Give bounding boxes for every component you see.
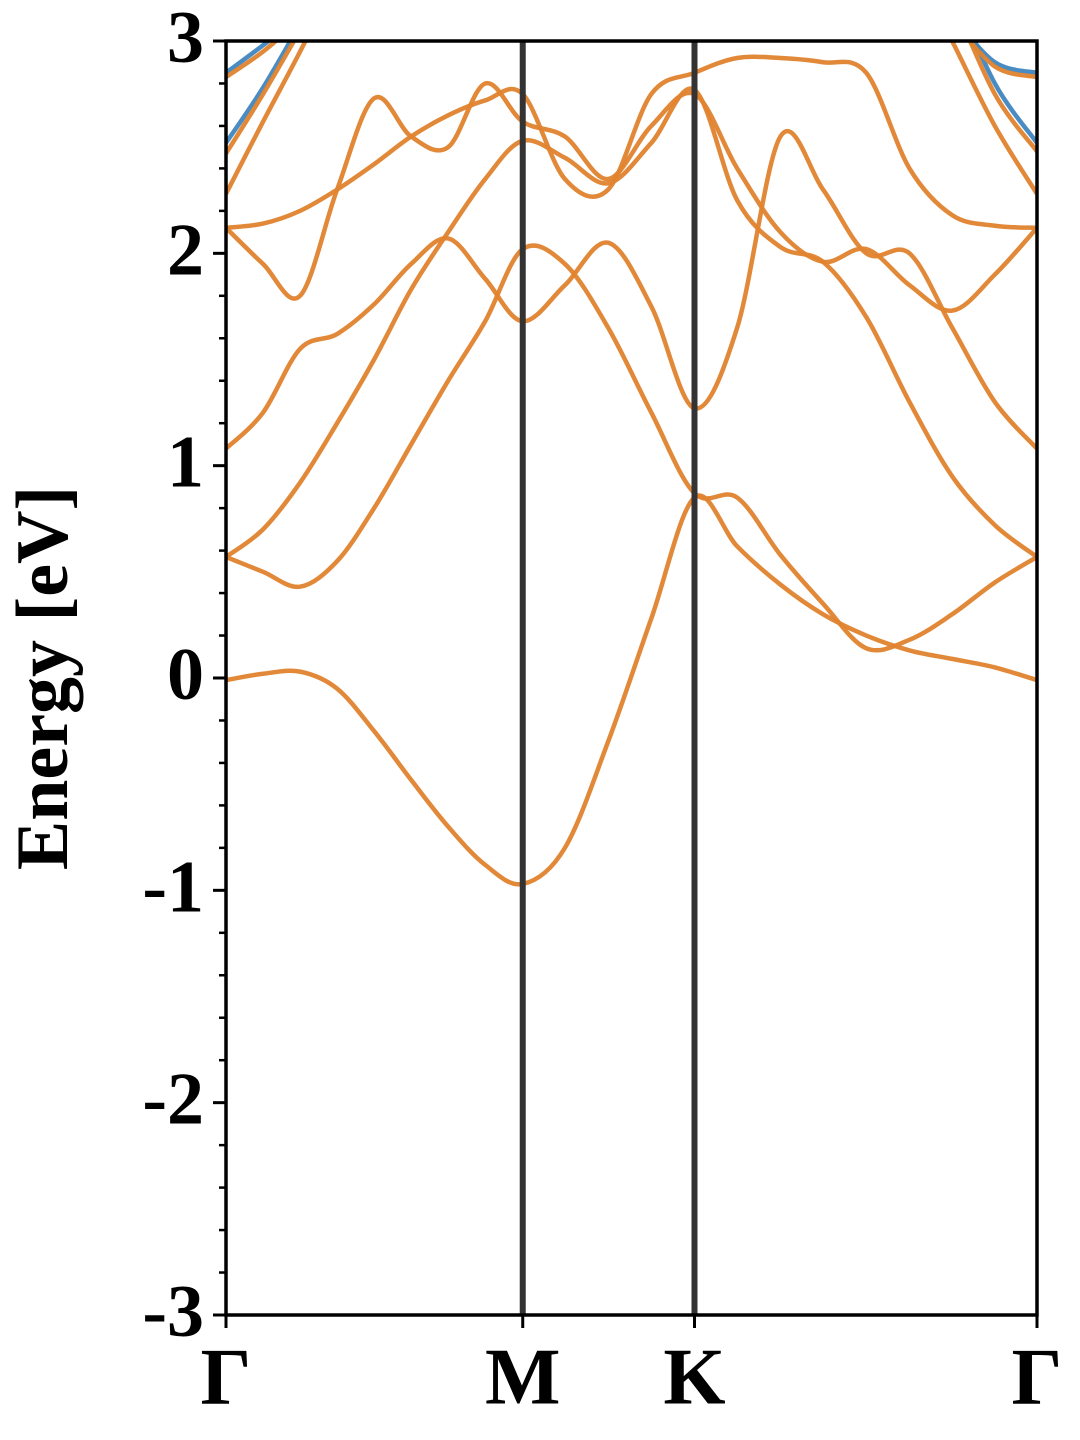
y-tick-label: -3 (142, 1271, 204, 1353)
x-tick-label: M (485, 1333, 561, 1421)
y-axis-label: Energy [eV] (2, 486, 84, 870)
band-line (226, 493, 1037, 887)
band-line (226, 243, 1037, 653)
x-tick-label: Γ (201, 1333, 252, 1421)
band-line (226, 54, 1037, 231)
y-tick-label: 2 (167, 209, 204, 291)
bands (226, 41, 1037, 887)
band-line (226, 128, 1037, 451)
y-tick-label: 3 (167, 0, 204, 79)
y-tick-label: 1 (167, 422, 204, 504)
band-line (226, 81, 1037, 313)
y-tick-label: 0 (167, 634, 204, 716)
band-line (226, 86, 1037, 559)
band-line (226, 41, 1037, 155)
band-line (226, 41, 1037, 196)
y-tick-label: -2 (142, 1059, 204, 1141)
band-line (226, 41, 1037, 76)
x-tick-label: K (663, 1333, 725, 1421)
y-tick-label: -1 (142, 846, 204, 928)
band-line (226, 41, 1037, 145)
band-line (226, 41, 1037, 80)
x-tick-label: Γ (1012, 1333, 1063, 1421)
